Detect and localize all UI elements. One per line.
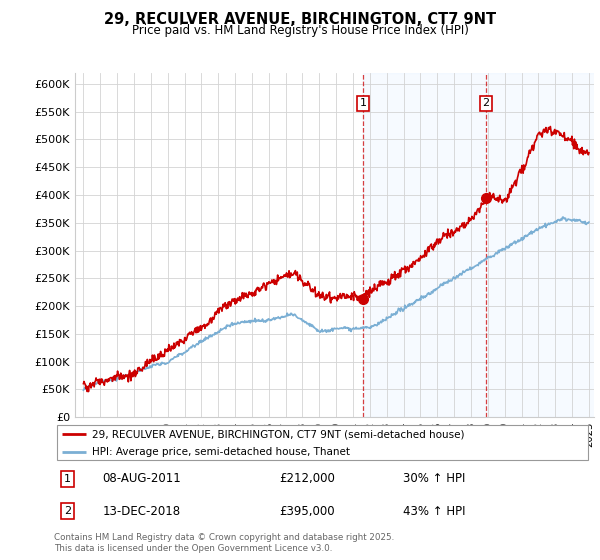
Bar bbox=[363, 73, 598, 417]
Text: 08-AUG-2011: 08-AUG-2011 bbox=[103, 473, 181, 486]
Text: 29, RECULVER AVENUE, BIRCHINGTON, CT7 9NT: 29, RECULVER AVENUE, BIRCHINGTON, CT7 9N… bbox=[104, 12, 496, 27]
Text: 2: 2 bbox=[482, 99, 490, 108]
Text: 29, RECULVER AVENUE, BIRCHINGTON, CT7 9NT (semi-detached house): 29, RECULVER AVENUE, BIRCHINGTON, CT7 9N… bbox=[92, 429, 464, 439]
Text: 13-DEC-2018: 13-DEC-2018 bbox=[103, 505, 181, 517]
Text: 43% ↑ HPI: 43% ↑ HPI bbox=[403, 505, 466, 517]
Text: 1: 1 bbox=[64, 474, 71, 484]
Text: 30% ↑ HPI: 30% ↑ HPI bbox=[403, 473, 466, 486]
Text: HPI: Average price, semi-detached house, Thanet: HPI: Average price, semi-detached house,… bbox=[92, 447, 350, 457]
Text: 1: 1 bbox=[359, 99, 367, 108]
Text: 2: 2 bbox=[64, 506, 71, 516]
Text: Price paid vs. HM Land Registry's House Price Index (HPI): Price paid vs. HM Land Registry's House … bbox=[131, 24, 469, 37]
Text: £212,000: £212,000 bbox=[280, 473, 335, 486]
Text: £395,000: £395,000 bbox=[280, 505, 335, 517]
FancyBboxPatch shape bbox=[56, 426, 589, 460]
Text: Contains HM Land Registry data © Crown copyright and database right 2025.
This d: Contains HM Land Registry data © Crown c… bbox=[54, 533, 394, 553]
